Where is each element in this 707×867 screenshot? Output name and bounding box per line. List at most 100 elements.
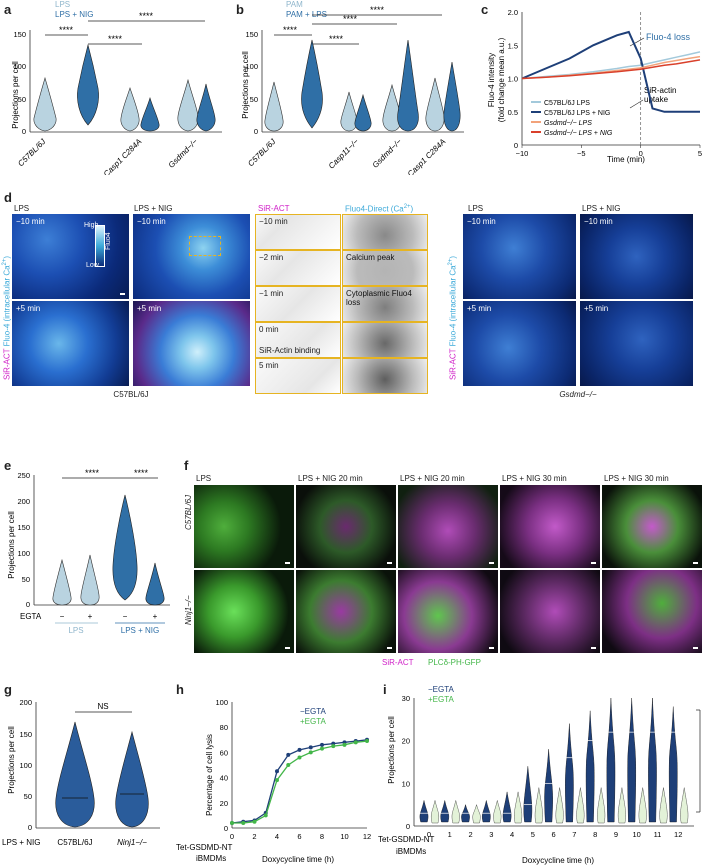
legend-entry: C57BL/6J LPS + NIG xyxy=(544,110,610,117)
panel-label-f: f xyxy=(184,458,189,473)
egta-tick: + xyxy=(153,612,158,621)
colorbar-name: Fluo4 xyxy=(105,232,112,250)
ytick: 100 xyxy=(13,62,26,71)
data-point xyxy=(353,740,358,745)
micrograph xyxy=(296,570,396,653)
legend-pam: PAM xyxy=(286,0,303,9)
xtick-b: Casp11−/− xyxy=(327,137,361,171)
panel-label-i: i xyxy=(383,682,387,697)
sig-b2: **** xyxy=(329,34,344,44)
data-point xyxy=(331,744,336,749)
violin xyxy=(431,800,439,824)
xtick: 11 xyxy=(654,830,662,839)
ytick: 150 xyxy=(17,523,30,532)
strip-sir-act-frame: −1 min xyxy=(255,286,341,322)
ytick: 150 xyxy=(19,730,32,739)
micrograph xyxy=(500,570,600,653)
micrograph: +5 min xyxy=(580,301,693,386)
violin xyxy=(301,39,323,129)
legend-c: C57BL/6J LPS C57BL/6J LPS + NIG Gsdmd−/−… xyxy=(531,100,613,137)
annotation-uptake: uptake xyxy=(644,95,669,104)
data-point xyxy=(297,747,302,752)
ytick: 40 xyxy=(220,774,228,783)
violin xyxy=(397,39,419,132)
violin xyxy=(648,697,657,823)
sig-e2: **** xyxy=(134,468,149,478)
legend-lps: LPS xyxy=(55,0,71,9)
strip-fluo4-frame: Cytoplasmic Fluo4 loss xyxy=(342,286,428,322)
violin xyxy=(115,730,149,828)
chart-b: Projections per cell 0 50 100 150 **** *… xyxy=(241,5,464,175)
xtick: 0 xyxy=(639,149,643,158)
xtick: 0 xyxy=(427,830,431,839)
xtick: 2 xyxy=(468,830,472,839)
ylabel-c2: (fold change mean a.u.) xyxy=(497,37,506,122)
group-label-lps: LPS xyxy=(68,626,83,635)
strip-sir-act-frame: 0 min SiR-Actin binding xyxy=(255,322,341,358)
violin xyxy=(52,558,72,606)
ytick: 0 xyxy=(22,127,26,136)
micrograph: +5 min xyxy=(463,301,576,386)
col-label-f: LPS xyxy=(196,474,212,483)
violin xyxy=(145,562,165,606)
legend-lps-nig: LPS + NIG xyxy=(55,10,94,19)
ylabel-h: Percentage of cell lysis xyxy=(205,734,214,816)
ytick: 0 xyxy=(406,822,410,831)
sig-g: NS xyxy=(97,702,108,711)
ytick: 0.5 xyxy=(508,108,518,117)
legend-entry: Gsdmd−/− LPS + NIG xyxy=(544,130,613,137)
violin xyxy=(597,787,606,824)
cond-g: LPS + NIG xyxy=(2,838,40,847)
series-line xyxy=(521,59,701,80)
ytick: 0 xyxy=(224,824,228,833)
violin xyxy=(340,91,358,132)
xtick: 3 xyxy=(489,830,493,839)
row-label-c57: C57BL/6J xyxy=(184,494,193,530)
xtick-b: C57BL/6J xyxy=(246,136,278,168)
micrograph xyxy=(398,570,498,653)
series-line xyxy=(521,51,701,80)
legend-entry: Gsdmd−/− LPS xyxy=(544,120,592,127)
colorbar-high: High xyxy=(84,222,99,229)
data-point xyxy=(275,778,279,783)
strip-note: Calcium peak xyxy=(346,253,395,262)
data-point xyxy=(275,769,279,774)
violin xyxy=(80,554,100,606)
violin xyxy=(33,76,57,132)
strip-time: 0 min xyxy=(259,325,279,334)
ytick: 50 xyxy=(22,575,30,584)
legend-sir-act: SiR-ACT xyxy=(382,658,414,667)
micrograph xyxy=(602,570,702,653)
ytick: 100 xyxy=(245,62,258,71)
strip-note: Cytoplasmic Fluo4 loss xyxy=(346,289,412,307)
violin xyxy=(140,96,160,132)
strip-time: −1 min xyxy=(259,289,284,298)
panel-label-d: d xyxy=(4,190,12,205)
series-line xyxy=(231,739,368,824)
col-label-f: LPS + NIG 20 min xyxy=(298,474,363,483)
strip-time: 5 min xyxy=(259,361,279,370)
violin xyxy=(264,81,284,132)
strip-sir-act-frame: −10 min xyxy=(255,214,341,250)
ytick: 100 xyxy=(215,698,228,707)
xtick: 8 xyxy=(593,830,597,839)
strip-fluo4-frame xyxy=(342,358,428,394)
sig-i: **** xyxy=(702,755,707,770)
ylabel-d-left: SiR-ACT Fluo-4 (intracellular Ca2+) xyxy=(2,255,12,380)
ytick: 0 xyxy=(28,823,32,832)
sig-a1: **** xyxy=(59,25,74,35)
violin xyxy=(534,787,543,824)
violin xyxy=(196,83,216,132)
chart-e: Projections per cell 0 50 100 150 200 25… xyxy=(7,468,170,635)
ytick: 10 xyxy=(402,779,410,788)
violin xyxy=(502,791,512,823)
violin xyxy=(354,93,372,132)
ytick: 100 xyxy=(17,549,30,558)
ytick: 0 xyxy=(26,600,30,609)
violin xyxy=(606,697,616,823)
ytick: 250 xyxy=(17,471,30,480)
ytick: 150 xyxy=(245,30,258,39)
col-label-lps-right: LPS xyxy=(468,204,484,213)
sig-a3: **** xyxy=(139,11,154,21)
